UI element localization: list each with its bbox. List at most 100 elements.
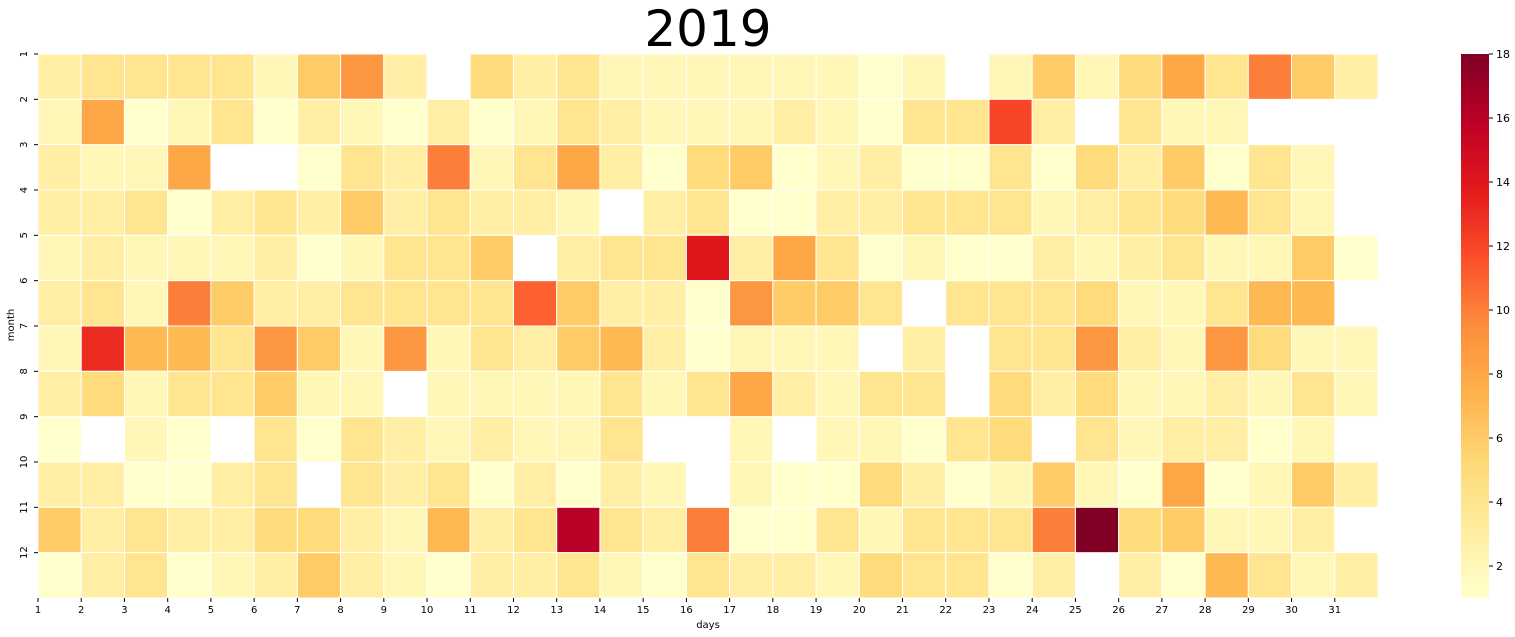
heatmap-cell xyxy=(426,552,471,599)
heatmap-cell xyxy=(512,506,558,554)
heatmap-cell xyxy=(37,325,82,372)
x-tick-label: 20 xyxy=(853,605,866,616)
heatmap-cell xyxy=(772,280,817,327)
heatmap-cell xyxy=(80,98,125,146)
heatmap-cell xyxy=(469,144,514,191)
y-tick-label: 6 xyxy=(19,277,30,283)
heatmap-cell xyxy=(210,370,255,418)
heatmap-cell xyxy=(988,144,1033,191)
y-tick-label: 12 xyxy=(19,546,30,559)
heatmap-cell xyxy=(1204,325,1249,372)
heatmap-cell xyxy=(1291,461,1336,508)
heatmap-cell xyxy=(296,370,342,418)
heatmap-cell xyxy=(1118,53,1163,100)
x-tick-label: 18 xyxy=(766,605,779,616)
heatmap-cell xyxy=(123,325,169,372)
heatmap-cell xyxy=(37,506,82,554)
heatmap-cell xyxy=(167,370,212,418)
heatmap-cell xyxy=(167,506,212,554)
heatmap-cell xyxy=(729,280,774,327)
heatmap-cell xyxy=(1161,370,1206,418)
heatmap-cell xyxy=(1247,416,1293,463)
heatmap-cell xyxy=(340,280,385,327)
heatmap-cell xyxy=(729,53,774,100)
y-tick-label: 8 xyxy=(19,368,30,374)
heatmap-cell xyxy=(902,53,947,100)
heatmap-cell xyxy=(80,325,125,372)
heatmap-cell xyxy=(123,552,169,599)
heatmap-cell xyxy=(1118,234,1163,282)
heatmap-cell xyxy=(469,416,514,463)
heatmap-cell xyxy=(340,461,385,508)
heatmap-cell xyxy=(1031,234,1076,282)
heatmap-cell xyxy=(253,280,298,327)
heatmap-cell xyxy=(426,325,471,372)
heatmap-cell xyxy=(772,234,817,282)
heatmap-cell xyxy=(1161,280,1206,327)
heatmap-cell xyxy=(1204,461,1249,508)
heatmap-cell xyxy=(80,280,125,327)
heatmap-cell xyxy=(340,506,385,554)
x-tick-label: 17 xyxy=(723,605,736,616)
heatmap-cell xyxy=(1031,461,1076,508)
heatmap-cell xyxy=(1291,189,1336,236)
heatmap-cell xyxy=(1334,325,1379,372)
heatmap-cell xyxy=(988,552,1033,599)
heatmap-cell xyxy=(1291,144,1336,191)
colorbar-tick-label: 2 xyxy=(1496,560,1503,573)
heatmap-cell xyxy=(945,189,990,236)
x-tick-label: 30 xyxy=(1285,605,1298,616)
heatmap-cell xyxy=(512,189,558,236)
heatmap-cell xyxy=(729,189,774,236)
heatmap-cell xyxy=(945,461,990,508)
heatmap-cell xyxy=(1204,280,1249,327)
heatmap-cell xyxy=(512,53,558,100)
heatmap-cell xyxy=(772,144,817,191)
heatmap-cell xyxy=(340,370,385,418)
heatmap-cell xyxy=(80,370,125,418)
heatmap-cell xyxy=(642,325,687,372)
heatmap-cell xyxy=(80,234,125,282)
heatmap-cell xyxy=(167,98,212,146)
heatmap-cell xyxy=(80,552,125,599)
heatmap-cell xyxy=(772,506,817,554)
x-tick-label: 3 xyxy=(121,605,127,616)
heatmap-cell xyxy=(1204,189,1249,236)
heatmap-cell xyxy=(37,416,82,463)
heatmap-cell xyxy=(253,189,298,236)
heatmap-cell xyxy=(512,461,558,508)
heatmap-cell xyxy=(123,53,169,100)
heatmap-cell xyxy=(642,506,687,554)
heatmap-cell xyxy=(1291,234,1336,282)
heatmap-cell xyxy=(1118,144,1163,191)
heatmap-cell xyxy=(253,506,298,554)
heatmap-cell xyxy=(1118,461,1163,508)
heatmap-cell xyxy=(296,53,342,100)
heatmap-cell xyxy=(296,189,342,236)
x-tick-label: 28 xyxy=(1199,605,1212,616)
heatmap-cell xyxy=(815,506,860,554)
heatmap-cell xyxy=(858,461,904,508)
heatmap-cell xyxy=(426,144,471,191)
heatmap-cell xyxy=(685,280,731,327)
heatmap-cell xyxy=(599,416,644,463)
heatmap-cell xyxy=(642,144,687,191)
heatmap-cell xyxy=(1291,280,1336,327)
heatmap-cell xyxy=(37,53,82,100)
heatmap-cell xyxy=(1291,552,1336,599)
heatmap-cell xyxy=(556,280,601,327)
x-tick-label: 6 xyxy=(251,605,257,616)
heatmap-cell xyxy=(1247,53,1293,100)
heatmap-cell xyxy=(772,552,817,599)
heatmap-cell xyxy=(210,461,255,508)
heatmap-cell xyxy=(1074,370,1120,418)
heatmap-cell xyxy=(815,280,860,327)
heatmap-cell xyxy=(858,416,904,463)
heatmap-cell xyxy=(815,98,860,146)
heatmap-cell xyxy=(599,280,644,327)
heatmap-cell xyxy=(1161,98,1206,146)
heatmap-cell xyxy=(1161,189,1206,236)
x-tick-label: 27 xyxy=(1156,605,1169,616)
heatmap-cell xyxy=(815,234,860,282)
